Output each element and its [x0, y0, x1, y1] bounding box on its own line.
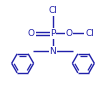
Text: O: O — [28, 29, 35, 38]
Text: Cl: Cl — [85, 29, 94, 38]
Text: N: N — [50, 47, 56, 56]
Text: O: O — [65, 29, 72, 38]
Text: P: P — [50, 29, 56, 38]
Text: Cl: Cl — [49, 6, 57, 15]
